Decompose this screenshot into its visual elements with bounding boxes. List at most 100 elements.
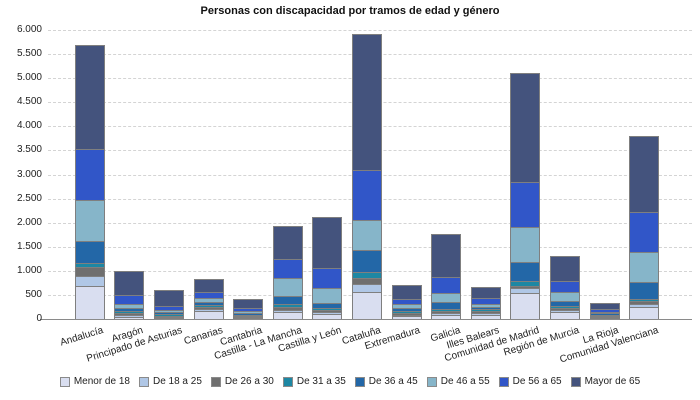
segment-comunidad-valenciana-mayor-de-65[interactable] — [629, 136, 660, 212]
segment-principado-de-asturias-mayor-de-65[interactable] — [153, 290, 184, 306]
segment-extremadura-de-26-a-30[interactable] — [391, 313, 422, 315]
segment-castilla-y-leon-de-26-a-30[interactable] — [312, 310, 343, 312]
segment-andalucia-de-18-a-25[interactable] — [74, 276, 105, 286]
segment-illes-balears-menor-de-18[interactable] — [470, 315, 501, 319]
segment-illes-balears-de-26-a-30[interactable] — [470, 311, 501, 313]
segment-canarias-menor-de-18[interactable] — [193, 311, 224, 319]
segment-castilla-la-mancha-menor-de-18[interactable] — [272, 312, 303, 319]
segment-la-rioja-mayor-de-65[interactable] — [589, 303, 620, 309]
legend-item-de-36-a-45[interactable]: De 36 a 45 — [354, 376, 418, 387]
segment-extremadura-de-46-a-55[interactable] — [391, 304, 422, 308]
segment-andalucia-de-36-a-45[interactable] — [74, 241, 105, 263]
segment-andalucia-de-26-a-30[interactable] — [74, 267, 105, 276]
legend-item-de-26-a-30[interactable]: De 26 a 30 — [210, 376, 274, 387]
segment-comunidad-valenciana-de-46-a-55[interactable] — [629, 252, 660, 282]
segment-region-de-murcia-de-46-a-55[interactable] — [549, 292, 580, 301]
segment-comunidad-de-madrid-de-31-a-35[interactable] — [510, 281, 541, 286]
segment-la-rioja-de-31-a-35[interactable] — [589, 315, 620, 316]
segment-cataluna-de-46-a-55[interactable] — [351, 220, 382, 250]
segment-castilla-la-mancha-de-31-a-35[interactable] — [272, 304, 303, 307]
legend-item-de-31-a-35[interactable]: De 31 a 35 — [282, 376, 346, 387]
segment-comunidad-de-madrid-de-36-a-45[interactable] — [510, 262, 541, 281]
segment-andalucia-menor-de-18[interactable] — [74, 286, 105, 319]
segment-extremadura-de-36-a-45[interactable] — [391, 308, 422, 311]
segment-comunidad-de-madrid-de-56-a-65[interactable] — [510, 182, 541, 227]
segment-comunidad-valenciana-de-26-a-30[interactable] — [629, 301, 660, 304]
segment-castilla-y-leon-de-18-a-25[interactable] — [312, 312, 343, 314]
segment-cataluna-mayor-de-65[interactable] — [351, 34, 382, 170]
segment-la-rioja-de-36-a-45[interactable] — [589, 313, 620, 315]
segment-canarias-de-36-a-45[interactable] — [193, 302, 224, 305]
segment-castilla-la-mancha-de-46-a-55[interactable] — [272, 278, 303, 296]
segment-illes-balears-de-46-a-55[interactable] — [470, 304, 501, 307]
segment-canarias-de-18-a-25[interactable] — [193, 309, 224, 311]
legend-item-mayor-de-65[interactable]: Mayor de 65 — [570, 376, 640, 387]
segment-extremadura-de-18-a-25[interactable] — [391, 315, 422, 316]
segment-castilla-y-leon-de-31-a-35[interactable] — [312, 308, 343, 310]
segment-extremadura-menor-de-18[interactable] — [391, 316, 422, 319]
segment-principado-de-asturias-de-46-a-55[interactable] — [153, 310, 184, 312]
segment-aragon-de-56-a-65[interactable] — [114, 295, 145, 304]
segment-principado-de-asturias-de-18-a-25[interactable] — [153, 317, 184, 318]
segment-region-de-murcia-mayor-de-65[interactable] — [549, 256, 580, 281]
segment-andalucia-mayor-de-65[interactable] — [74, 45, 105, 149]
segment-cataluna-de-18-a-25[interactable] — [351, 284, 382, 292]
segment-castilla-y-leon-mayor-de-65[interactable] — [312, 217, 343, 268]
segment-canarias-de-46-a-55[interactable] — [193, 298, 224, 302]
segment-galicia-de-26-a-30[interactable] — [431, 311, 462, 313]
segment-comunidad-valenciana-de-56-a-65[interactable] — [629, 212, 660, 252]
segment-principado-de-asturias-de-31-a-35[interactable] — [153, 314, 184, 316]
segment-extremadura-de-31-a-35[interactable] — [391, 311, 422, 313]
segment-region-de-murcia-de-26-a-30[interactable] — [549, 308, 580, 310]
segment-principado-de-asturias-de-36-a-45[interactable] — [153, 312, 184, 314]
segment-castilla-la-mancha-de-26-a-30[interactable] — [272, 307, 303, 310]
segment-castilla-la-mancha-de-18-a-25[interactable] — [272, 310, 303, 312]
segment-principado-de-asturias-de-56-a-65[interactable] — [153, 306, 184, 310]
segment-comunidad-valenciana-de-31-a-35[interactable] — [629, 299, 660, 301]
segment-aragon-menor-de-18[interactable] — [114, 317, 145, 319]
segment-comunidad-de-madrid-mayor-de-65[interactable] — [510, 73, 541, 182]
segment-canarias-mayor-de-65[interactable] — [193, 279, 224, 292]
segment-comunidad-de-madrid-de-46-a-55[interactable] — [510, 227, 541, 262]
segment-cantabria-de-31-a-35[interactable] — [233, 315, 264, 316]
legend-item-de-46-a-55[interactable]: De 46 a 55 — [426, 376, 490, 387]
segment-galicia-menor-de-18[interactable] — [431, 315, 462, 319]
segment-aragon-de-46-a-55[interactable] — [114, 304, 145, 308]
segment-canarias-de-31-a-35[interactable] — [193, 305, 224, 307]
segment-andalucia-de-31-a-35[interactable] — [74, 263, 105, 267]
segment-galicia-de-31-a-35[interactable] — [431, 309, 462, 311]
segment-castilla-la-mancha-de-56-a-65[interactable] — [272, 259, 303, 278]
segment-cantabria-de-46-a-55[interactable] — [233, 311, 264, 313]
segment-region-de-murcia-de-31-a-35[interactable] — [549, 306, 580, 308]
segment-comunidad-de-madrid-menor-de-18[interactable] — [510, 293, 541, 319]
segment-la-rioja-de-56-a-65[interactable] — [589, 309, 620, 312]
segment-extremadura-mayor-de-65[interactable] — [391, 285, 422, 299]
segment-castilla-y-leon-menor-de-18[interactable] — [312, 314, 343, 319]
segment-la-rioja-menor-de-18[interactable] — [589, 318, 620, 319]
legend-item-de-56-a-65[interactable]: De 56 a 65 — [498, 376, 562, 387]
segment-la-rioja-de-46-a-55[interactable] — [589, 312, 620, 313]
segment-aragon-de-31-a-35[interactable] — [114, 311, 145, 313]
segment-principado-de-asturias-menor-de-18[interactable] — [153, 318, 184, 319]
segment-cantabria-de-36-a-45[interactable] — [233, 313, 264, 315]
segment-comunidad-valenciana-de-18-a-25[interactable] — [629, 304, 660, 307]
segment-region-de-murcia-de-36-a-45[interactable] — [549, 301, 580, 306]
segment-region-de-murcia-de-56-a-65[interactable] — [549, 281, 580, 292]
segment-comunidad-valenciana-de-36-a-45[interactable] — [629, 282, 660, 299]
segment-castilla-y-leon-de-56-a-65[interactable] — [312, 268, 343, 288]
segment-galicia-mayor-de-65[interactable] — [431, 234, 462, 277]
segment-cataluna-menor-de-18[interactable] — [351, 292, 382, 319]
segment-cataluna-de-36-a-45[interactable] — [351, 250, 382, 272]
segment-illes-balears-mayor-de-65[interactable] — [470, 287, 501, 298]
segment-cantabria-de-18-a-25[interactable] — [233, 317, 264, 318]
segment-canarias-de-26-a-30[interactable] — [193, 307, 224, 309]
segment-comunidad-valenciana-menor-de-18[interactable] — [629, 307, 660, 319]
legend-item-menor-de-18[interactable]: Menor de 18 — [59, 376, 130, 387]
segment-comunidad-de-madrid-de-26-a-30[interactable] — [510, 286, 541, 288]
segment-illes-balears-de-56-a-65[interactable] — [470, 298, 501, 304]
segment-cataluna-de-26-a-30[interactable] — [351, 278, 382, 284]
segment-aragon-de-18-a-25[interactable] — [114, 315, 145, 317]
segment-castilla-y-leon-de-46-a-55[interactable] — [312, 288, 343, 303]
segment-cantabria-de-56-a-65[interactable] — [233, 308, 264, 311]
segment-cantabria-de-26-a-30[interactable] — [233, 316, 264, 317]
